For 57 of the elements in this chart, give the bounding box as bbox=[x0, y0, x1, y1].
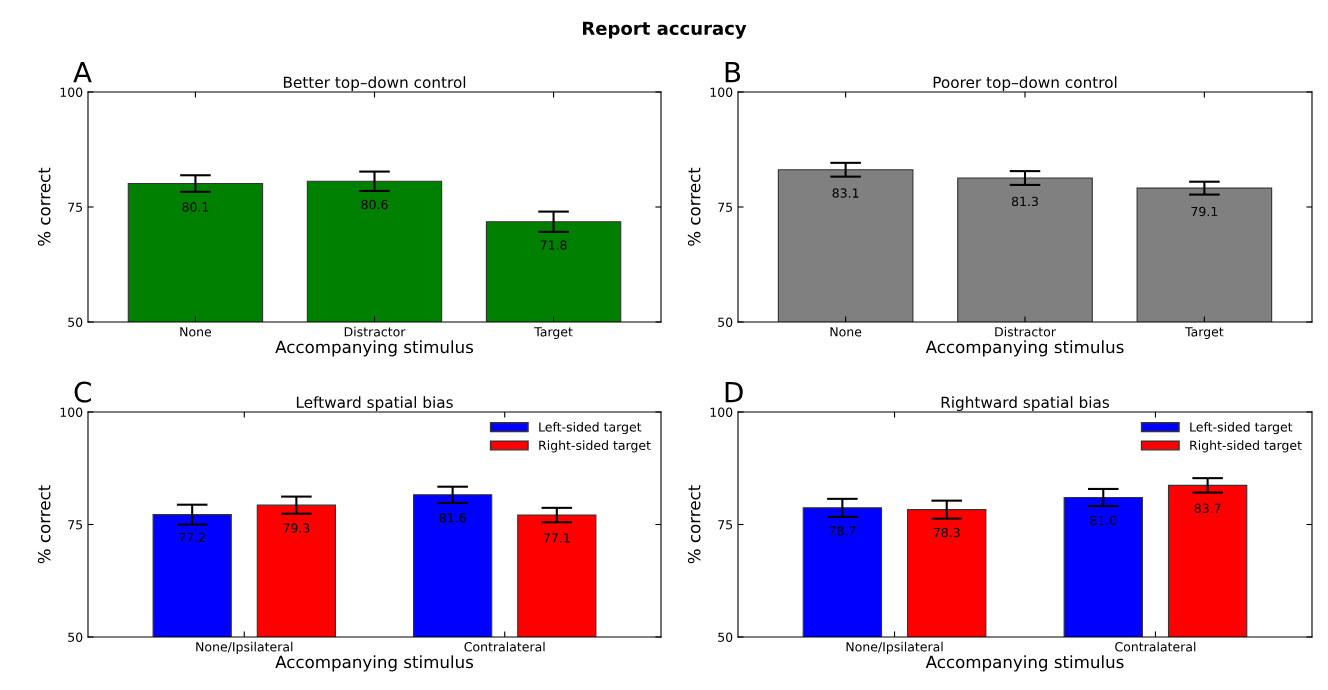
x-tick-label: Target bbox=[534, 327, 573, 339]
x-axis-title: Accompanying stimulus bbox=[275, 655, 474, 672]
text: Report accuracy bbox=[583, 21, 747, 39]
y-axis-title: % correct bbox=[687, 167, 701, 246]
y-tick-label: 100 bbox=[60, 407, 83, 417]
x-tick-label: Target bbox=[1185, 327, 1224, 339]
y-tick-label: 50 bbox=[718, 632, 733, 642]
x-axis-title: Accompanying stimulus bbox=[275, 340, 474, 357]
y-tick-label: 75 bbox=[718, 520, 733, 530]
data-label: 83.1 bbox=[832, 188, 859, 198]
data-label: 79.1 bbox=[1191, 206, 1218, 217]
chart-title: Poorer top–down control bbox=[933, 76, 1117, 92]
data-label: 78.3 bbox=[933, 527, 960, 538]
legend-label: Right-sided target bbox=[539, 440, 651, 453]
y-axis-title: % correct bbox=[687, 485, 701, 564]
chart-title: Better top–down control bbox=[283, 76, 466, 92]
text: D bbox=[725, 381, 743, 403]
y-tick-label: 50 bbox=[68, 632, 83, 642]
data-label: 79.3 bbox=[283, 523, 310, 533]
y-tick-label: 100 bbox=[710, 87, 733, 97]
y-tick-label: 75 bbox=[68, 520, 83, 530]
text: B bbox=[725, 61, 741, 83]
data-label: 81.0 bbox=[1090, 515, 1117, 526]
y-tick-label: 50 bbox=[68, 317, 83, 327]
data-label: 77.2 bbox=[179, 532, 205, 543]
legend-label: Left-sided target bbox=[1190, 422, 1293, 435]
x-tick-label: None/Ipsilateral bbox=[846, 641, 943, 654]
data-label: 80.6 bbox=[361, 199, 388, 210]
x-tick-label: None/Ipsilateral bbox=[196, 641, 293, 654]
x-tick-label: None bbox=[180, 327, 212, 337]
x-tick-label: Contralateral bbox=[1115, 641, 1196, 652]
data-label: 80.1 bbox=[182, 202, 209, 212]
y-tick-label: 50 bbox=[718, 317, 733, 327]
data-label: 81.6 bbox=[439, 513, 466, 523]
text: A bbox=[73, 61, 92, 83]
data-label: 83.7 bbox=[1194, 503, 1221, 514]
legend-label: Right-sided target bbox=[1190, 440, 1302, 453]
x-tick-label: None bbox=[830, 327, 862, 337]
x-tick-label: Distractor bbox=[344, 326, 406, 337]
data-label: 77.1 bbox=[543, 533, 570, 543]
y-axis-title: % correct bbox=[37, 485, 51, 564]
legend-label: Left-sided target bbox=[539, 422, 642, 435]
y-tick-label: 100 bbox=[60, 87, 83, 97]
x-tick-label: Contralateral bbox=[464, 641, 545, 652]
y-tick-label: 75 bbox=[718, 202, 733, 212]
y-axis-title: % correct bbox=[37, 167, 51, 246]
x-axis-title: Accompanying stimulus bbox=[925, 655, 1124, 672]
chart-title: Rightward spatial bias bbox=[941, 396, 1110, 412]
text: C bbox=[74, 381, 91, 403]
x-tick-label: Distractor bbox=[995, 326, 1056, 337]
data-label: 78.7 bbox=[829, 526, 856, 536]
chart-title: Leftward spatial bias bbox=[296, 396, 453, 412]
x-axis-title: Accompanying stimulus bbox=[925, 340, 1124, 357]
y-tick-label: 100 bbox=[710, 407, 733, 417]
data-label: 81.3 bbox=[1011, 196, 1038, 207]
data-label: 71.8 bbox=[540, 240, 567, 250]
y-tick-label: 75 bbox=[68, 202, 83, 212]
